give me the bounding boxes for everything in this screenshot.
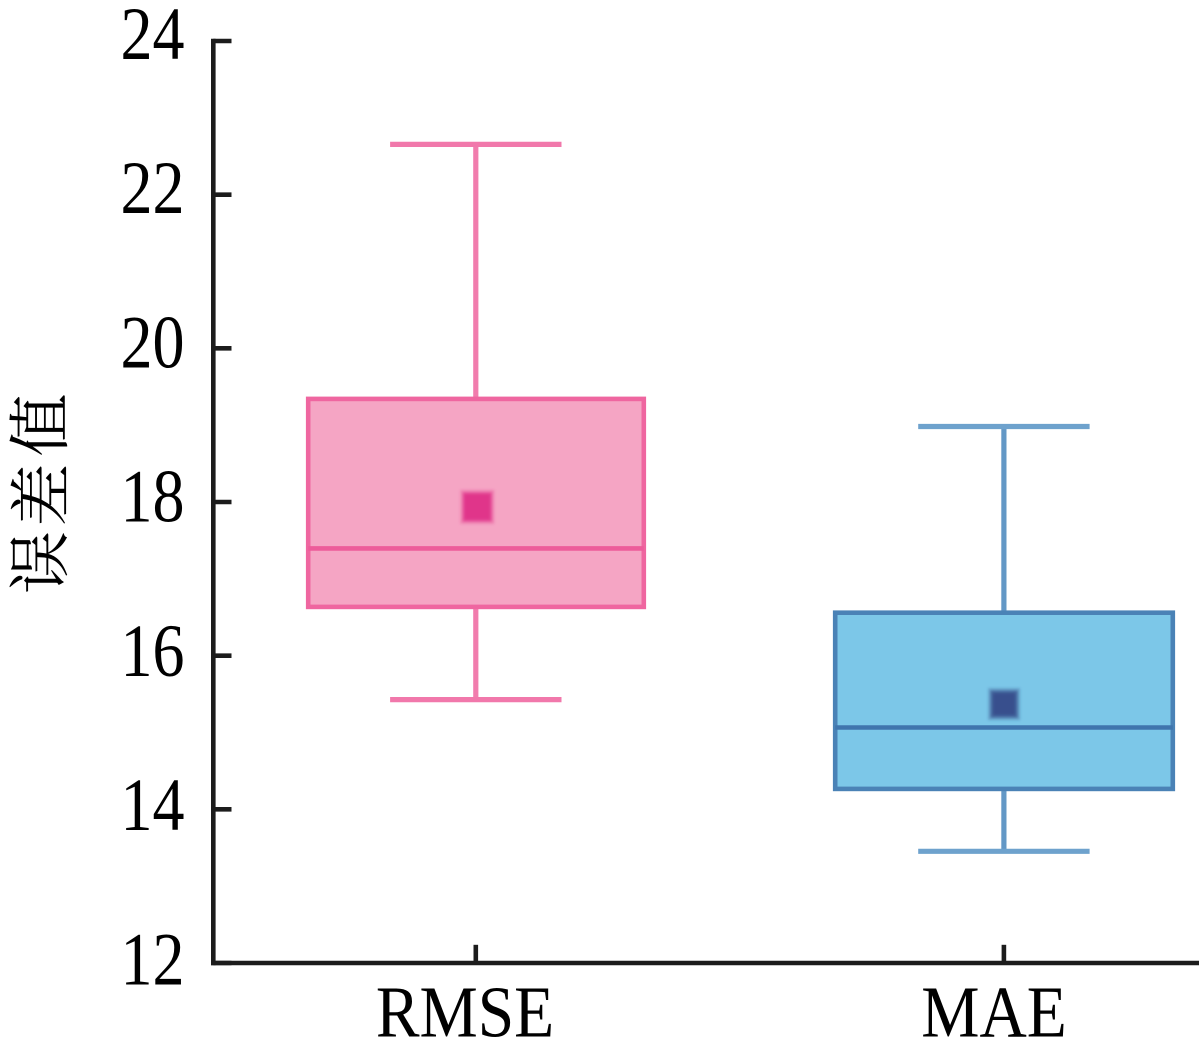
svg-text:MAE: MAE [921, 972, 1067, 1050]
svg-text:22: 22 [121, 148, 185, 231]
svg-text:16: 16 [121, 610, 185, 693]
svg-text:12: 12 [121, 919, 185, 1002]
svg-text:20: 20 [121, 302, 185, 385]
svg-text:18: 18 [121, 456, 185, 539]
svg-text:RMSE: RMSE [376, 972, 554, 1050]
svg-text:14: 14 [121, 765, 185, 848]
svg-text:24: 24 [121, 0, 185, 76]
